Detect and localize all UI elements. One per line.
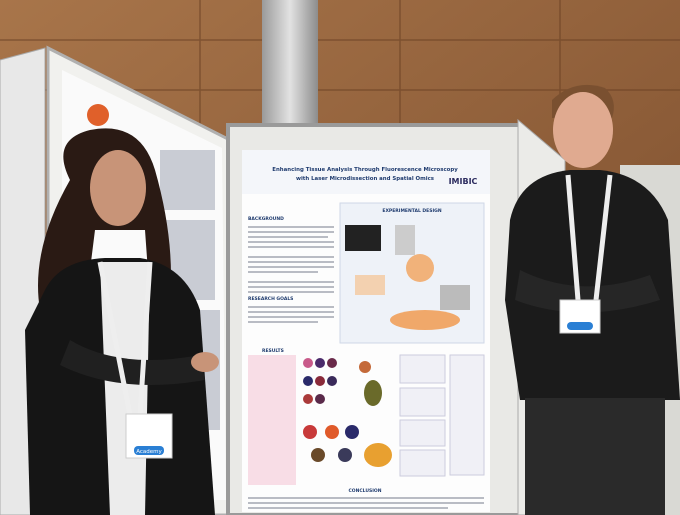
text-lines bbox=[248, 497, 484, 509]
text-lines bbox=[248, 226, 334, 293]
tissue-samples bbox=[303, 358, 392, 467]
section-title: RESULTS bbox=[262, 348, 284, 354]
pillar bbox=[262, 0, 318, 140]
badge-label: Academy bbox=[136, 449, 162, 455]
poster-header bbox=[242, 150, 490, 194]
poster-title: with Laser Microdissection and Spatial O… bbox=[296, 176, 434, 182]
man bbox=[505, 84, 680, 515]
result-plots bbox=[399, 354, 485, 477]
section-title: EXPERIMENTAL DESIGN bbox=[382, 208, 441, 214]
section-title: BACKGROUND bbox=[248, 216, 284, 222]
results-image bbox=[248, 355, 296, 485]
section-title: CONCLUSION bbox=[348, 488, 381, 494]
design-figures bbox=[345, 225, 470, 330]
left-poster-logo bbox=[87, 104, 109, 126]
section-title: RESEARCH GOALS bbox=[248, 296, 293, 302]
poster-logo: IMIBIC bbox=[449, 177, 478, 186]
poster-title: Enhancing Tissue Analysis Through Fluore… bbox=[272, 167, 458, 173]
woman: Academy bbox=[25, 128, 219, 515]
text-lines bbox=[248, 306, 334, 323]
